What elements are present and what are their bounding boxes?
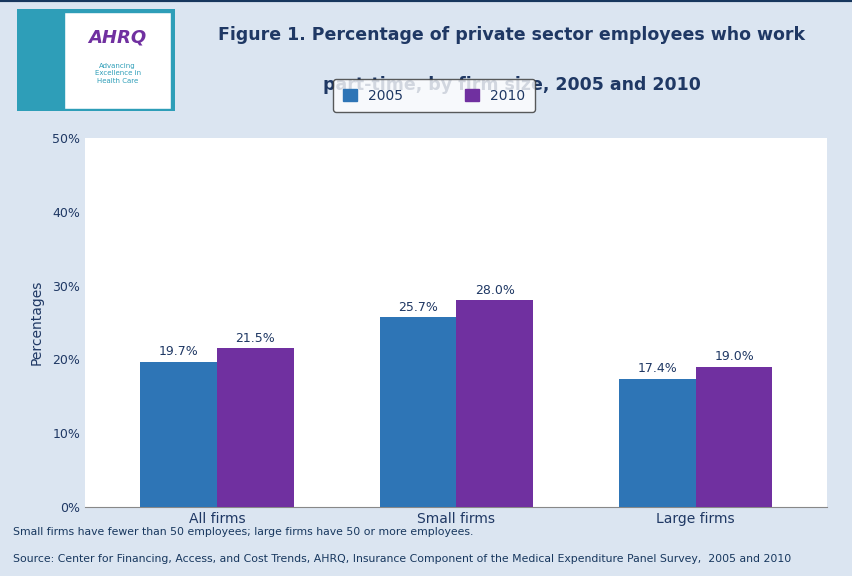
Bar bbox=[141, 362, 216, 507]
Bar bbox=[379, 317, 456, 507]
Bar bbox=[695, 367, 771, 507]
Y-axis label: Percentages: Percentages bbox=[30, 280, 44, 365]
FancyBboxPatch shape bbox=[64, 12, 170, 109]
Text: Figure 1. Percentage of private sector employees who work: Figure 1. Percentage of private sector e… bbox=[218, 26, 804, 44]
Text: 25.7%: 25.7% bbox=[398, 301, 437, 314]
Text: Source: Center for Financing, Access, and Cost Trends, AHRQ, Insurance Component: Source: Center for Financing, Access, an… bbox=[13, 554, 790, 564]
Text: part-time, by firm size, 2005 and 2010: part-time, by firm size, 2005 and 2010 bbox=[323, 76, 699, 94]
Text: Small firms have fewer than 50 employees; large firms have 50 or more employees.: Small firms have fewer than 50 employees… bbox=[13, 528, 473, 537]
FancyBboxPatch shape bbox=[17, 9, 175, 111]
Bar bbox=[456, 301, 532, 507]
Text: 19.7%: 19.7% bbox=[158, 345, 199, 358]
Text: 17.4%: 17.4% bbox=[636, 362, 676, 375]
Text: 28.0%: 28.0% bbox=[475, 284, 514, 297]
Text: Advancing
Excellence in
Health Care: Advancing Excellence in Health Care bbox=[95, 63, 141, 84]
Bar bbox=[216, 348, 293, 507]
Text: 19.0%: 19.0% bbox=[713, 350, 753, 363]
Legend: 2005, 2010: 2005, 2010 bbox=[332, 79, 534, 112]
Text: 21.5%: 21.5% bbox=[235, 332, 275, 344]
Text: AHRQ: AHRQ bbox=[89, 29, 147, 47]
Bar bbox=[619, 378, 695, 507]
